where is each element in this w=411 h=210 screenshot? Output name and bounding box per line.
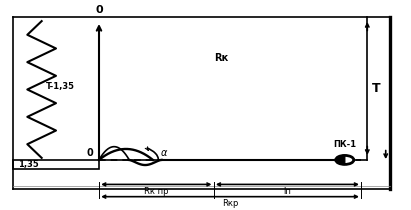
- Text: α: α: [160, 148, 167, 158]
- Text: 0: 0: [95, 5, 103, 15]
- Text: Rкр: Rкр: [222, 199, 238, 208]
- Bar: [13, 160, 99, 169]
- Wedge shape: [336, 155, 345, 164]
- Text: Rк: Rк: [214, 53, 228, 63]
- Text: 1,35: 1,35: [18, 160, 39, 169]
- Text: T-1,35: T-1,35: [46, 82, 75, 91]
- Text: ПК-1: ПК-1: [333, 140, 356, 149]
- Text: Rк пр: Rк пр: [144, 187, 169, 196]
- Circle shape: [336, 155, 354, 164]
- Text: 0: 0: [86, 148, 93, 158]
- Text: lп: lп: [284, 187, 291, 196]
- Text: T: T: [372, 82, 381, 95]
